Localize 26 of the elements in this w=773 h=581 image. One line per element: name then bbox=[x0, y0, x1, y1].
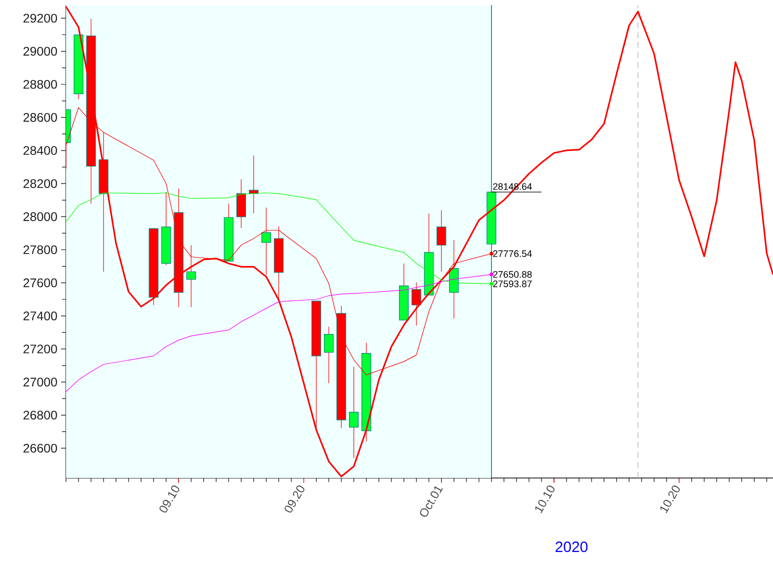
y-tick-label: 28800 bbox=[23, 80, 57, 89]
data-label: 27776.54 bbox=[493, 250, 532, 257]
candlestick bbox=[236, 179, 246, 228]
candlestick bbox=[436, 210, 446, 272]
y-tick-label: 26800 bbox=[23, 410, 57, 420]
y-tick-label: 27000 bbox=[23, 378, 57, 386]
candlestick bbox=[186, 244, 196, 308]
data-label: 27650.88 bbox=[493, 271, 532, 278]
candlestick bbox=[324, 326, 334, 384]
y-tick-label: 27800 bbox=[23, 245, 57, 254]
y-tick-label: 29200 bbox=[23, 14, 57, 23]
y-tick-label: 26600 bbox=[23, 444, 57, 453]
candlestick bbox=[412, 282, 422, 326]
y-tick-label: 27600 bbox=[23, 278, 57, 288]
line-series bbox=[66, 6, 773, 478]
y-tick-label: 28200 bbox=[23, 179, 57, 188]
candlestick bbox=[261, 207, 272, 276]
y-tick-label: 29000 bbox=[23, 46, 57, 56]
data-label: 27593.87 bbox=[493, 280, 532, 288]
y-tick-label: 27400 bbox=[23, 312, 57, 320]
y-tick-label: 28400 bbox=[23, 146, 57, 155]
y-tick-label: 28000 bbox=[23, 212, 57, 222]
x-axis-title: 2020 bbox=[556, 542, 588, 552]
y-tick-label: 28600 bbox=[23, 113, 57, 122]
candlestick bbox=[349, 366, 359, 458]
y-tick-label: 27200 bbox=[23, 344, 57, 354]
